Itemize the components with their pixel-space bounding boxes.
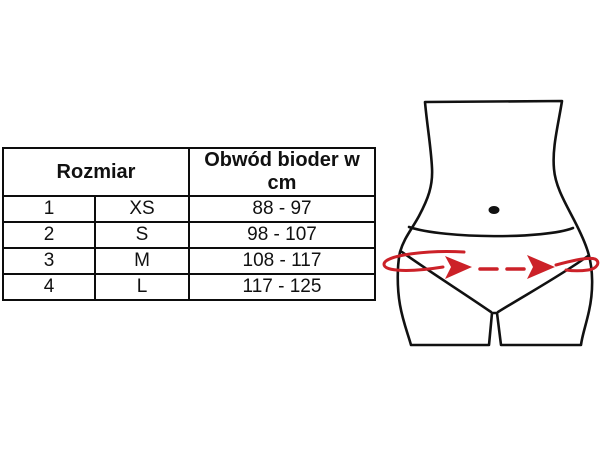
tape-arrowhead-icon — [527, 255, 555, 279]
underwear-right-leg-line — [496, 254, 590, 314]
row-index: 2 — [2, 221, 96, 249]
row-size: M — [94, 247, 190, 275]
row-size: S — [94, 221, 190, 249]
navel-dot — [488, 206, 500, 214]
measuring-tape-right-loop — [554, 256, 600, 273]
row-range: 108 - 117 — [188, 247, 376, 275]
table-row: 3 M 108 - 117 — [2, 247, 376, 275]
header-size-group: Rozmiar — [2, 147, 190, 197]
measuring-tape-left-loop — [382, 250, 466, 272]
size-table-header-row: Rozmiar Obwód bioder w cm — [2, 147, 376, 197]
row-size: L — [94, 273, 190, 301]
row-index: 3 — [2, 247, 96, 275]
row-range: 88 - 97 — [188, 195, 376, 223]
row-range: 117 - 125 — [188, 273, 376, 301]
underwear-left-leg-line — [400, 250, 493, 314]
table-row: 4 L 117 - 125 — [2, 273, 376, 301]
row-index: 4 — [2, 273, 96, 301]
size-table: Rozmiar Obwód bioder w cm 1 XS 88 - 97 2… — [2, 147, 376, 301]
table-row: 2 S 98 - 107 — [2, 221, 376, 249]
tape-arrowhead-icon — [445, 256, 472, 279]
table-row: 1 XS 88 - 97 — [2, 195, 376, 223]
underwear-waistband-line — [407, 225, 575, 238]
row-index: 1 — [2, 195, 96, 223]
row-size: XS — [94, 195, 190, 223]
header-hip-circumference: Obwód bioder w cm — [188, 147, 376, 197]
body-outline-icon — [396, 99, 594, 347]
row-range: 98 - 107 — [188, 221, 376, 249]
